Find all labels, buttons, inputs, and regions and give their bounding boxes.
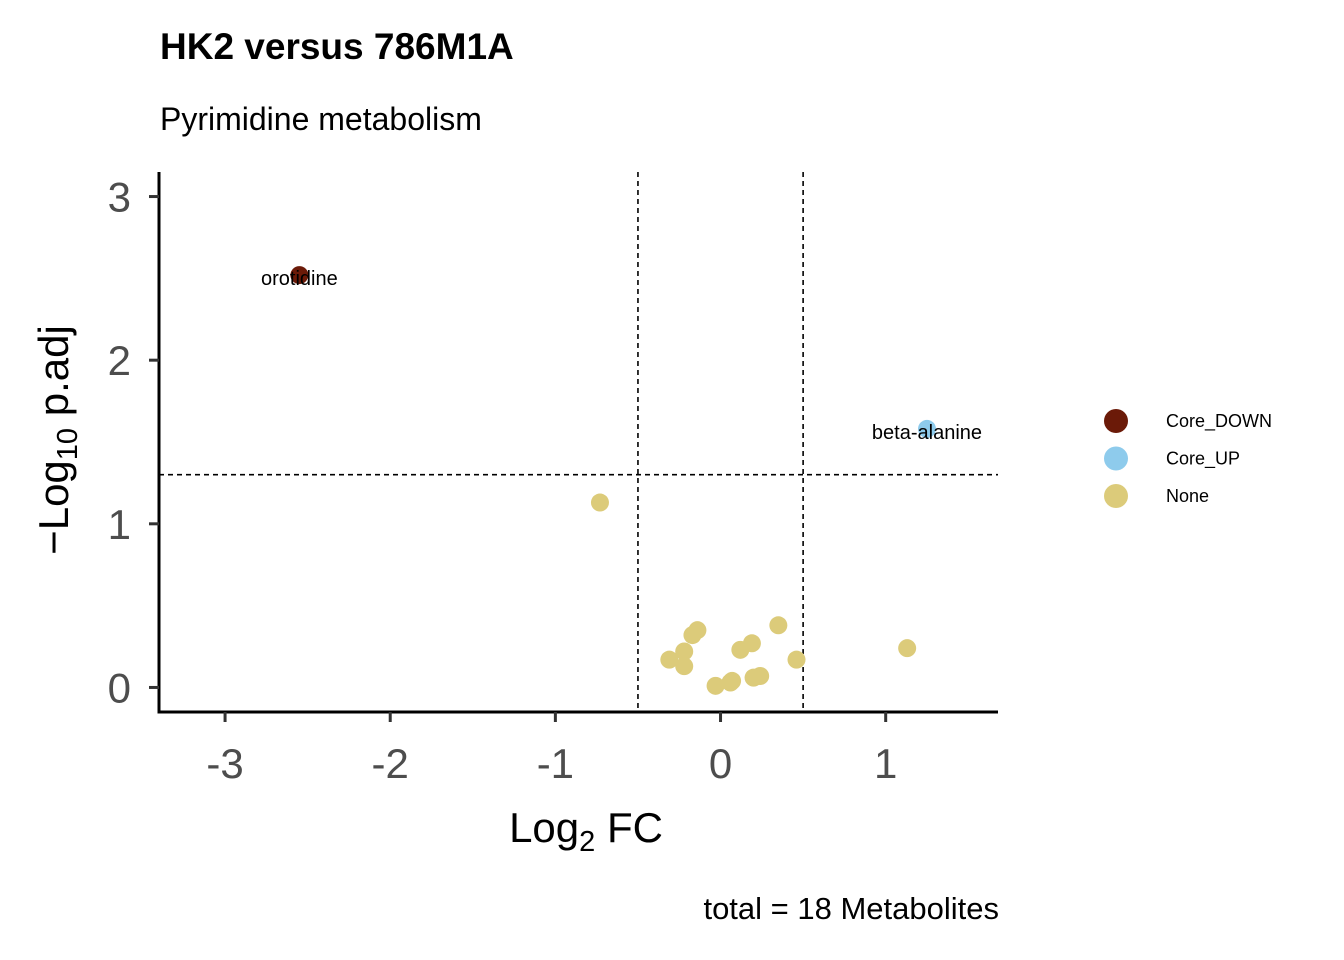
x-axis-label-rest: FC [595, 804, 663, 851]
x-axis-label: Log2 FC [509, 804, 663, 858]
data-point [660, 650, 679, 669]
x-tick-label: -2 [372, 740, 409, 787]
point-label: orotidine [261, 268, 338, 290]
legend: Core_DOWN Core_UP None [1104, 409, 1272, 508]
y-tick-label: 1 [108, 501, 131, 548]
threshold-lines [159, 172, 998, 712]
x-tick-label: 0 [709, 740, 732, 787]
data-point [744, 668, 763, 687]
y-axis-label-sub: 10 [52, 428, 84, 460]
data-points [290, 266, 936, 695]
data-point [675, 657, 694, 676]
chart-title: HK2 versus 786M1A [160, 26, 514, 67]
y-axis-label-prefix: −Log [30, 460, 77, 555]
y-axis-label-rest: p.adj [30, 325, 77, 428]
data-point [787, 650, 806, 669]
data-point [731, 640, 750, 659]
data-point [290, 266, 309, 285]
y-axis-label: −Log10 p.adj [30, 325, 84, 555]
point-label: beta-alanine [872, 422, 982, 444]
data-point [590, 493, 609, 512]
axes: -3 -2 -1 0 1 0 1 2 3 [108, 172, 998, 787]
x-axis-label-base: Log [509, 804, 579, 851]
data-point [769, 616, 788, 635]
y-tick-label: 0 [108, 664, 131, 711]
legend-key [1104, 446, 1128, 471]
x-tick-label: -3 [206, 740, 243, 787]
legend-key [1104, 484, 1128, 508]
point-labels: orotidine beta-alanine [261, 268, 982, 444]
data-point [683, 626, 702, 645]
legend-label: Core_DOWN [1166, 411, 1272, 432]
legend-label: None [1166, 486, 1209, 506]
data-point [917, 419, 936, 438]
y-tick-label: 3 [108, 174, 131, 221]
data-point [721, 673, 740, 692]
data-point [898, 639, 917, 658]
legend-key [1104, 409, 1128, 433]
x-tick-label: -1 [537, 740, 574, 787]
legend-label: Core_UP [1166, 449, 1240, 470]
y-tick-label: 2 [108, 337, 131, 384]
data-point [675, 642, 694, 661]
chart-caption: total = 18 Metabolites [703, 891, 999, 926]
x-axis-label-sub: 2 [579, 826, 595, 858]
chart-subtitle: Pyrimidine metabolism [160, 101, 482, 137]
x-tick-label: 1 [874, 740, 897, 787]
data-point [706, 676, 725, 695]
